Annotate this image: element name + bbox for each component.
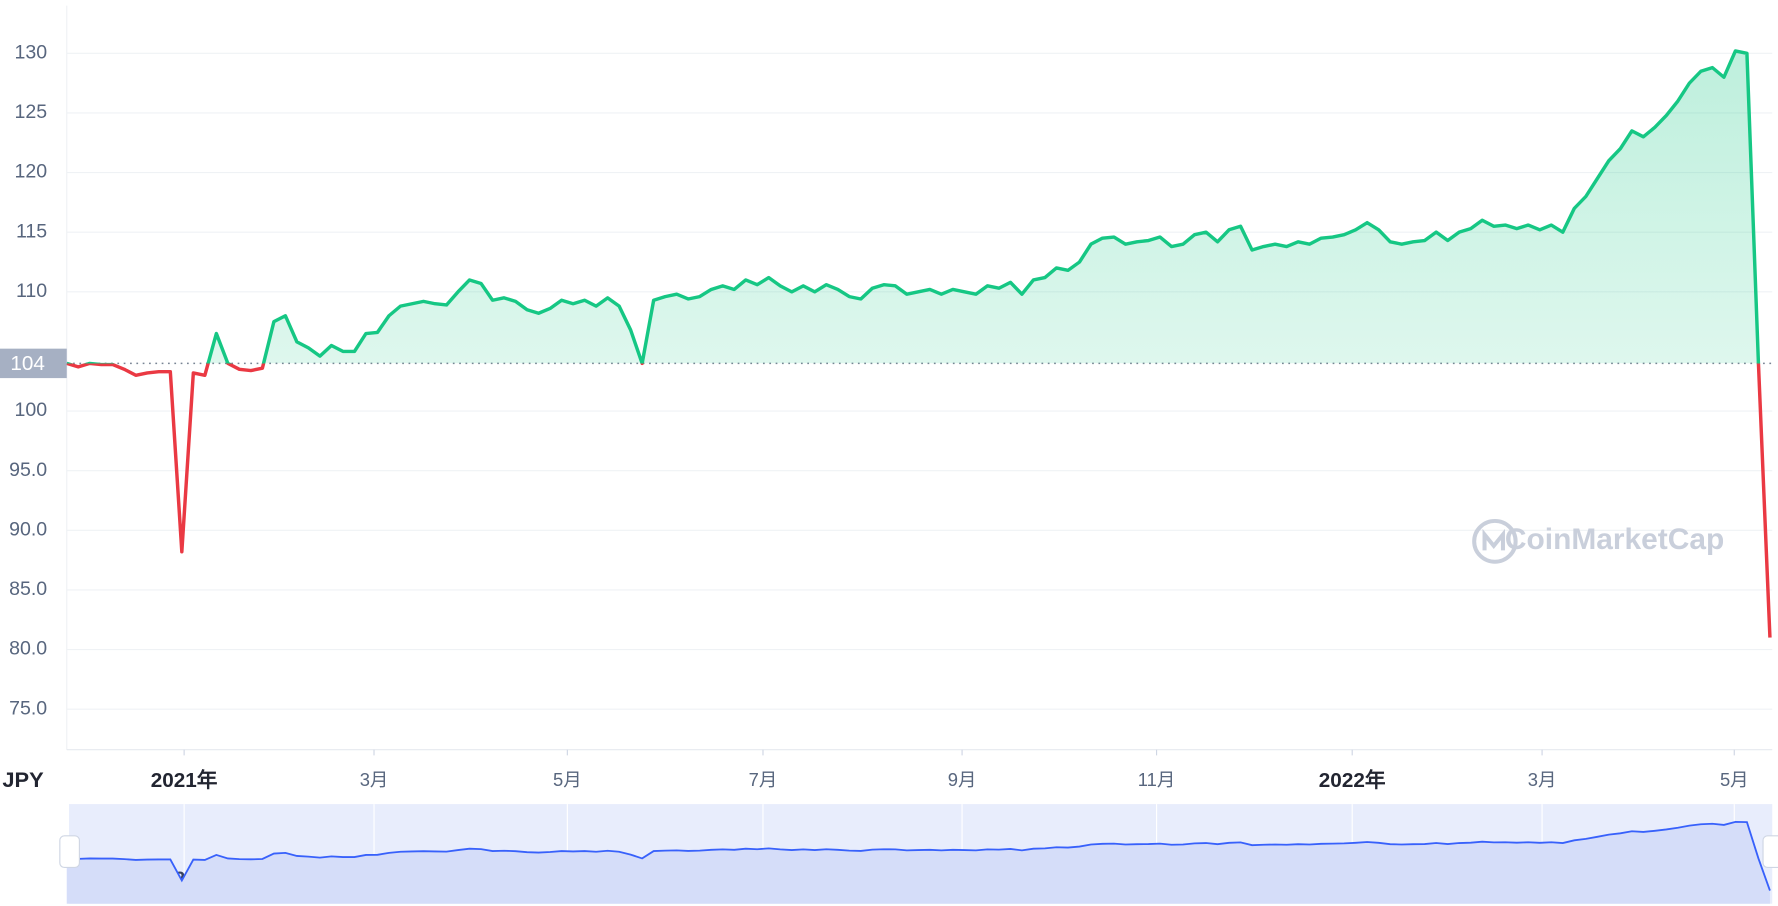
watermark: CoinMarketCap [1505,523,1724,556]
y-tick-label: 115 [16,220,47,242]
x-tick-label: 5月 [1720,769,1749,790]
x-tick-label: 3月 [1528,769,1557,790]
y-tick-label: 110 [16,280,47,302]
baseline-badge [0,348,67,379]
y-tick-label: 80.0 [9,638,47,660]
navigator-handle-right[interactable] [1762,835,1778,869]
x-tick-label: 9月 [948,769,977,790]
y-tick-label: 85.0 [9,578,47,600]
baseline-label: 104 [10,352,45,375]
y-tick-label: 95.0 [9,459,47,481]
x-tick-label: 2022年 [1319,768,1386,792]
navigator-handle-left[interactable] [59,835,80,869]
watermark-logo [1472,518,1518,564]
y-tick-label: 130 [15,42,48,64]
area-above-baseline [66,50,1770,364]
x-tick-label: 7月 [749,769,778,790]
price-line [66,49,1772,638]
x-tick-label: 2021年 [151,768,218,792]
y-tick-label: 100 [15,399,48,421]
y-tick-label: 125 [15,101,48,123]
x-tick-label: 11月 [1138,769,1176,790]
currency-label: JPY [2,767,44,792]
navigator-line [66,820,1771,891]
y-tick-label: 90.0 [9,519,47,541]
y-tick-label: 120 [15,161,48,183]
x-tick-label: 5月 [553,769,582,790]
y-tick-label: 75.0 [9,697,47,719]
x-tick-label: 3月 [360,769,389,790]
navigator-area [66,821,1770,904]
